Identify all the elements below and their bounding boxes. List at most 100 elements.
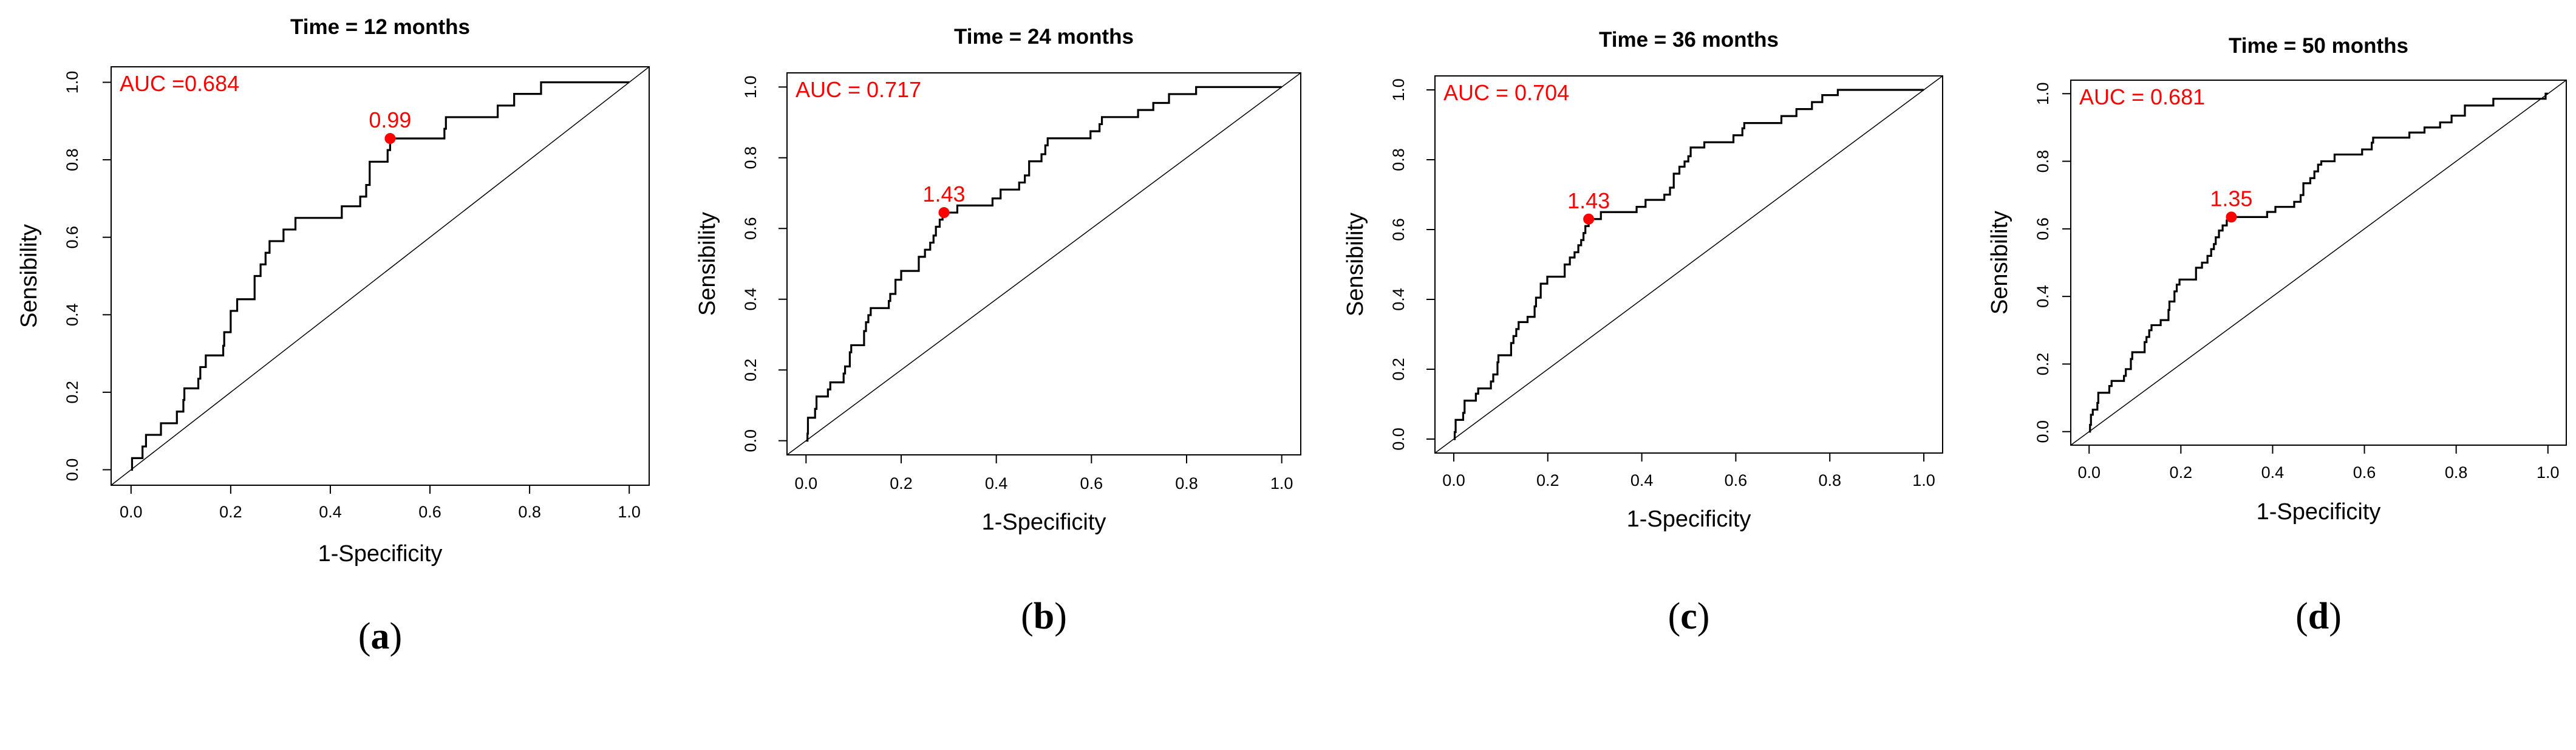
chart-title: Time = 36 months bbox=[1599, 28, 1779, 52]
x-tick-label: 0.8 bbox=[518, 503, 541, 521]
y-tick-label: 0.6 bbox=[741, 217, 760, 240]
panel-label-open: ( bbox=[358, 616, 371, 657]
x-tick-label: 0.2 bbox=[2170, 463, 2193, 482]
panel-label: (c) bbox=[1668, 596, 1710, 637]
y-tick-label: 0.0 bbox=[2034, 420, 2052, 443]
panel-label-letter: d bbox=[2308, 596, 2329, 637]
roc-panel-b: Time = 24 months 0.0 0.2 0.4 0.6 0.8 1.0 0.0 0.2… bbox=[695, 25, 1301, 637]
y-axis-label: Sensibility bbox=[1343, 213, 1368, 316]
y-tick-label: 1.0 bbox=[741, 76, 760, 99]
chart-title: Time = 12 months bbox=[290, 15, 470, 39]
x-tick-label: 0.6 bbox=[2353, 463, 2376, 482]
roc-panel-a: Time = 12 months 0.0 0.2 0.4 0.6 0.8 1.0 0.0 0.2… bbox=[16, 15, 650, 657]
panel-label-close: ) bbox=[2329, 596, 2342, 637]
reference-diagonal bbox=[2070, 80, 2567, 446]
y-axis-label: Sensibility bbox=[1987, 211, 2012, 315]
x-tick-label: 0.2 bbox=[890, 474, 913, 493]
chart-title: Time = 24 months bbox=[954, 25, 1134, 49]
y-axis-label: Sensibility bbox=[16, 224, 42, 328]
panel-label-letter: a bbox=[371, 616, 390, 657]
roc-panel-c: Time = 36 months 0.0 0.2 0.4 0.6 0.8 1.0 0.0 0.2… bbox=[1343, 28, 1943, 637]
y-tick-label: 0.6 bbox=[1389, 218, 1408, 241]
optimal-cutoff-point bbox=[2226, 211, 2237, 223]
y-tick-label: 0.6 bbox=[2034, 217, 2052, 240]
y-tick-label: 0.2 bbox=[1389, 358, 1408, 381]
panel-label-open: ( bbox=[1021, 596, 1034, 637]
x-tick-label: 1.0 bbox=[2537, 463, 2560, 482]
x-tick-label: 0.8 bbox=[2445, 463, 2468, 482]
auc-label: AUC = 0.681 bbox=[2079, 84, 2205, 109]
x-tick-label: 1.0 bbox=[618, 503, 641, 521]
y-tick-label: 0.4 bbox=[2034, 285, 2052, 308]
y-tick-label: 0.4 bbox=[63, 304, 81, 327]
x-tick-label: 0.8 bbox=[1818, 471, 1841, 489]
x-tick-label: 1.0 bbox=[1912, 471, 1935, 489]
y-tick-label: 0.8 bbox=[63, 148, 81, 171]
panel-label-close: ) bbox=[1697, 596, 1710, 637]
panel-label-close: ) bbox=[1054, 596, 1067, 637]
x-axis-label: 1-Specificity bbox=[1627, 506, 1751, 532]
auc-label: AUC = 0.717 bbox=[796, 77, 921, 102]
x-tick-label: 0.2 bbox=[219, 503, 242, 521]
y-tick-label: 1.0 bbox=[1389, 78, 1408, 101]
x-tick-label: 0.6 bbox=[1725, 471, 1748, 489]
x-tick-label: 0.6 bbox=[1080, 474, 1103, 493]
x-tick-label: 0.6 bbox=[418, 503, 441, 521]
optimal-cutoff-point bbox=[938, 207, 950, 219]
roc-curve bbox=[1453, 89, 1924, 440]
x-tick-label: 0.4 bbox=[2261, 463, 2285, 482]
y-tick-label: 0.8 bbox=[741, 146, 760, 169]
y-tick-label: 0.2 bbox=[741, 358, 760, 381]
y-tick-label: 0.4 bbox=[1389, 288, 1408, 311]
x-tick-label: 0.8 bbox=[1175, 474, 1198, 493]
optimal-cutoff-point bbox=[384, 133, 396, 145]
panel-label-letter: c bbox=[1680, 596, 1697, 637]
x-tick-label: 1.0 bbox=[1270, 474, 1293, 493]
reference-diagonal bbox=[786, 72, 1301, 455]
reference-diagonal bbox=[111, 66, 650, 486]
y-tick-label: 0.8 bbox=[1389, 148, 1408, 171]
roc-curve bbox=[806, 86, 1282, 442]
x-tick-label: 0.0 bbox=[2077, 463, 2101, 482]
y-axis-label: Sensibility bbox=[695, 212, 720, 316]
roc-curve bbox=[2089, 92, 2548, 433]
x-tick-label: 0.0 bbox=[795, 474, 818, 493]
x-tick-label: 0.0 bbox=[1442, 471, 1465, 489]
cutoff-label: 0.99 bbox=[369, 107, 411, 132]
cutoff-label: 1.35 bbox=[2210, 186, 2252, 211]
panel-label-close: ) bbox=[390, 616, 403, 657]
chart-title: Time = 50 months bbox=[2229, 34, 2408, 58]
y-tick-label: 1.0 bbox=[2034, 82, 2052, 105]
panel-label-open: ( bbox=[2295, 596, 2308, 637]
x-tick-label: 0.4 bbox=[319, 503, 342, 521]
x-axis-label: 1-Specificity bbox=[318, 541, 443, 567]
roc-curve bbox=[131, 81, 630, 471]
roc-panel-d: Time = 50 months 0.0 0.2 0.4 0.6 0.8 1.0 0.0 0.2… bbox=[1987, 34, 2567, 637]
y-tick-label: 0.6 bbox=[63, 226, 81, 249]
panel-label: (a) bbox=[358, 616, 402, 657]
panel-label-letter: b bbox=[1034, 596, 1054, 637]
x-tick-label: 0.2 bbox=[1536, 471, 1559, 489]
x-axis-label: 1-Specificity bbox=[2257, 499, 2381, 525]
auc-label: AUC = 0.704 bbox=[1443, 80, 1569, 105]
x-tick-label: 0.4 bbox=[985, 474, 1008, 493]
reference-diagonal bbox=[1434, 75, 1943, 454]
panel-label: (d) bbox=[2295, 596, 2342, 637]
y-tick-label: 0.0 bbox=[1389, 428, 1408, 451]
y-tick-label: 0.4 bbox=[741, 288, 760, 311]
y-tick-label: 0.2 bbox=[63, 381, 81, 404]
y-tick-label: 1.0 bbox=[63, 71, 81, 94]
auc-label: AUC =0.684 bbox=[120, 71, 239, 96]
panel-label-open: ( bbox=[1668, 596, 1681, 637]
x-tick-label: 0.0 bbox=[120, 503, 143, 521]
x-axis-label: 1-Specificity bbox=[982, 510, 1106, 535]
y-tick-label: 0.0 bbox=[63, 459, 81, 482]
cutoff-label: 1.43 bbox=[922, 182, 965, 206]
optimal-cutoff-point bbox=[1583, 213, 1595, 225]
panel-label: (b) bbox=[1021, 596, 1067, 637]
y-tick-label: 0.2 bbox=[2034, 353, 2052, 376]
y-tick-label: 0.0 bbox=[741, 429, 760, 452]
cutoff-label: 1.43 bbox=[1567, 188, 1610, 213]
x-tick-label: 0.4 bbox=[1630, 471, 1654, 489]
